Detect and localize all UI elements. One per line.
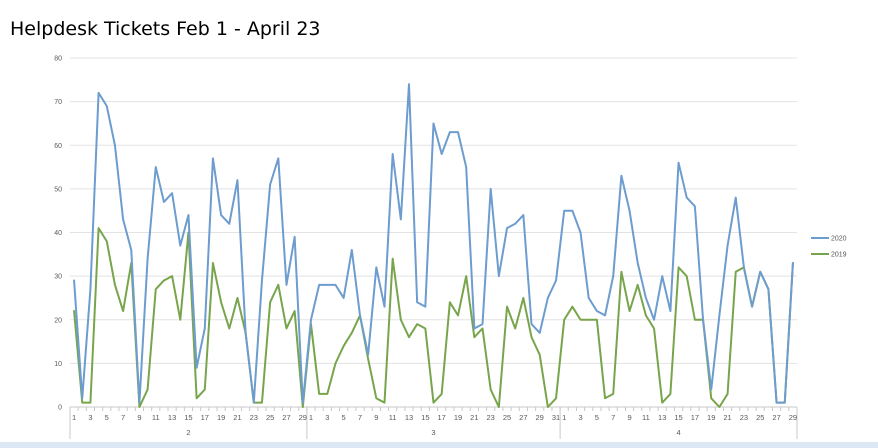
- x-tick-label: 29: [789, 413, 797, 422]
- x-tick-label: 5: [342, 413, 346, 422]
- x-tick-label: 3: [578, 413, 582, 422]
- x-tick-label: 3: [325, 413, 329, 422]
- x-tick-label: 25: [503, 413, 511, 422]
- x-tick-label: 25: [756, 413, 764, 422]
- x-tick-label: 21: [470, 413, 478, 422]
- x-tick-label: 13: [405, 413, 413, 422]
- x-tick-label: 17: [691, 413, 699, 422]
- x-tick-label: 1: [562, 413, 566, 422]
- x-tick-label: 31: [552, 413, 560, 422]
- x-tick-label: 7: [611, 413, 615, 422]
- y-tick-label: 40: [54, 230, 62, 237]
- legend-label: 2020: [831, 236, 847, 243]
- x-tick-label: 13: [658, 413, 666, 422]
- x-tick-label: 11: [389, 413, 397, 422]
- x-tick-label: 19: [217, 413, 225, 422]
- series-line-2020: [73, 83, 794, 404]
- x-tick-label: 25: [266, 413, 274, 422]
- x-tick-label: 17: [201, 413, 209, 422]
- x-tick-label: 5: [595, 413, 599, 422]
- x-tick-label: 1: [309, 413, 313, 422]
- x-tick-label: 13: [168, 413, 176, 422]
- x-tick-label: 7: [121, 413, 125, 422]
- x-tick-label: 11: [642, 413, 650, 422]
- series-line-2019: [73, 227, 794, 408]
- x-tick-label: 9: [374, 413, 378, 422]
- x-group-label: 2: [186, 428, 190, 437]
- chart-title: Helpdesk Tickets Feb 1 - April 23: [10, 18, 321, 40]
- x-tick-label: 29: [536, 413, 544, 422]
- x-tick-label: 27: [282, 413, 290, 422]
- x-group-label: 4: [676, 428, 680, 437]
- x-tick-label: 3: [88, 413, 92, 422]
- y-tick-label: 50: [54, 186, 62, 193]
- x-tick-label: 15: [421, 413, 429, 422]
- x-tick-label: 15: [674, 413, 682, 422]
- x-tick-label: 19: [707, 413, 715, 422]
- x-tick-label: 21: [233, 413, 241, 422]
- y-tick-label: 30: [54, 274, 62, 281]
- y-tick-label: 20: [54, 317, 62, 324]
- y-tick-label: 60: [54, 143, 62, 150]
- x-tick-label: 9: [137, 413, 141, 422]
- x-tick-label: 29: [299, 413, 307, 422]
- y-tick-label: 70: [54, 99, 62, 106]
- x-tick-label: 11: [152, 413, 160, 422]
- x-tick-label: 27: [519, 413, 527, 422]
- x-tick-label: 27: [772, 413, 780, 422]
- x-tick-label: 23: [740, 413, 748, 422]
- x-tick-label: 19: [454, 413, 462, 422]
- x-tick-label: 23: [250, 413, 258, 422]
- x-tick-label: 23: [487, 413, 495, 422]
- x-tick-label: 5: [105, 413, 109, 422]
- x-tick-label: 7: [358, 413, 362, 422]
- legend-label: 2019: [831, 252, 847, 259]
- y-tick-label: 10: [54, 361, 62, 368]
- window-bottom-band: [0, 442, 878, 448]
- x-tick-label: 1: [72, 413, 76, 422]
- x-tick-label: 17: [437, 413, 445, 422]
- y-tick-label: 0: [58, 405, 62, 412]
- x-tick-label: 9: [627, 413, 631, 422]
- x-tick-label: 15: [184, 413, 192, 422]
- y-tick-label: 80: [54, 56, 62, 63]
- x-tick-label: 21: [723, 413, 731, 422]
- x-group-label: 3: [431, 428, 435, 437]
